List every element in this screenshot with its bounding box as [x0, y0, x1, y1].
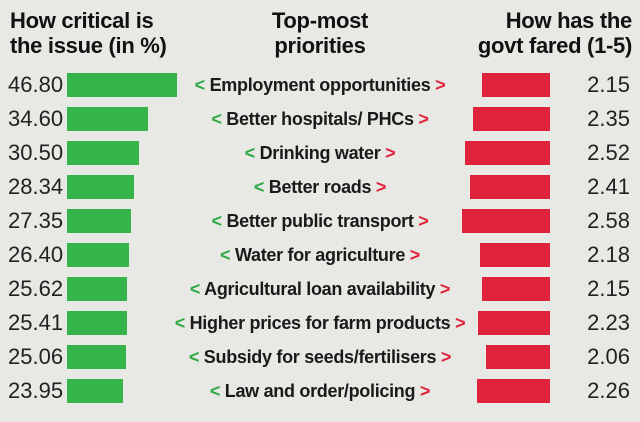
right-chevron: > [450, 313, 466, 333]
left-chevron: < [209, 381, 225, 401]
govt-fared-bar [469, 175, 550, 199]
left-chevron: < [188, 347, 204, 367]
govt-fared-bar [464, 141, 550, 165]
header-priorities: Top-most priorities [220, 8, 420, 58]
priority-label: < Higher prices for farm products > [160, 310, 480, 336]
govt-fared-value: 2.26 [587, 378, 630, 403]
priority-text: Drinking water [259, 143, 381, 163]
priority-text: Water for agriculture [234, 245, 406, 265]
left-chevron: < [194, 75, 210, 95]
priority-label: < Better hospitals/ PHCs > [160, 106, 480, 132]
priority-label: < Water for agriculture > [160, 242, 480, 268]
govt-fared-value: 2.52 [587, 140, 630, 165]
right-chevron: > [371, 177, 387, 197]
govt-fared-value: 2.23 [587, 310, 630, 335]
critical-value: 23.95 [8, 378, 64, 403]
priority-text: Better public transport [226, 211, 414, 231]
left-chevron: < [220, 245, 235, 265]
left-chevron: < [189, 279, 205, 299]
critical-value: 26.40 [8, 242, 64, 267]
priority-label: < Better public transport > [160, 208, 480, 234]
header-priorities-line1: Top-most [271, 8, 369, 33]
priority-label: < Better roads > [160, 174, 480, 200]
govt-fared-bar [478, 311, 550, 335]
priority-label: < Law and order/policing > [160, 378, 480, 404]
left-chevron: < [211, 109, 227, 129]
govt-fared-bar [481, 73, 550, 97]
left-chevron: < [244, 143, 260, 163]
govt-fared-bar [481, 277, 550, 301]
critical-bar [67, 209, 132, 233]
govt-fared-bar [480, 243, 550, 267]
critical-value: 28.34 [8, 174, 64, 199]
right-chevron: > [435, 279, 451, 299]
priority-text: Employment opportunities [209, 75, 431, 95]
critical-bar [67, 175, 134, 199]
right-chevron: > [436, 347, 452, 367]
priority-text: Law and order/policing [224, 381, 416, 401]
header-critical-line1: How critical is [10, 8, 154, 33]
header-govt-fared: How has the govt fared (1-5) [442, 8, 632, 58]
govt-fared-value: 2.15 [587, 276, 630, 301]
govt-fared-bar [485, 345, 550, 369]
critical-bar [67, 277, 128, 301]
govt-fared-value: 2.35 [587, 106, 630, 131]
left-chevron: < [253, 177, 269, 197]
priority-label: < Drinking water > [160, 140, 480, 166]
priority-text: Subsidy for seeds/fertilisers [203, 347, 437, 367]
header-govt-fared-line1: How has the [505, 8, 633, 33]
header-critical-line2: the issue (in %) [10, 33, 167, 58]
right-chevron: > [380, 143, 396, 163]
govt-fared-bar [472, 107, 550, 131]
header-govt-fared-line2: govt fared (1-5) [477, 33, 632, 58]
priority-label: < Agricultural loan availability > [160, 276, 480, 302]
critical-bar [67, 345, 126, 369]
govt-fared-value: 2.15 [587, 72, 630, 97]
govt-fared-value: 2.06 [587, 344, 630, 369]
priority-text: Better hospitals/ PHCs [226, 109, 414, 129]
critical-value: 25.41 [8, 310, 64, 335]
govt-fared-value: 2.58 [587, 208, 630, 233]
left-chevron: < [211, 211, 227, 231]
priority-text: Higher prices for farm products [189, 313, 451, 333]
right-chevron: > [405, 245, 421, 265]
critical-bar [67, 107, 149, 131]
critical-value: 27.35 [8, 208, 64, 233]
govt-fared-value: 2.41 [587, 174, 630, 199]
critical-bar [67, 379, 124, 403]
priority-label: < Subsidy for seeds/fertilisers > [160, 344, 480, 370]
priority-label: < Employment opportunities > [160, 72, 480, 98]
right-chevron: > [413, 109, 429, 129]
critical-bar [67, 141, 139, 165]
critical-bar [67, 73, 177, 97]
right-chevron: > [415, 381, 431, 401]
critical-value: 34.60 [8, 106, 64, 131]
critical-value: 25.62 [8, 276, 64, 301]
govt-fared-bar [476, 379, 550, 403]
critical-bar [67, 311, 127, 335]
left-chevron: < [174, 313, 190, 333]
right-chevron: > [413, 211, 429, 231]
priority-text: Better roads [268, 177, 372, 197]
critical-bar [67, 243, 130, 267]
critical-value: 46.80 [8, 72, 64, 97]
header-priorities-line2: priorities [274, 33, 366, 58]
right-chevron: > [430, 75, 446, 95]
govt-fared-bar [462, 209, 550, 233]
critical-value: 25.06 [8, 344, 64, 369]
header-critical: How critical is the issue (in %) [10, 8, 210, 58]
govt-fared-value: 2.18 [587, 242, 630, 267]
critical-value: 30.50 [8, 140, 64, 165]
priority-text: Agricultural loan availability [204, 279, 436, 299]
